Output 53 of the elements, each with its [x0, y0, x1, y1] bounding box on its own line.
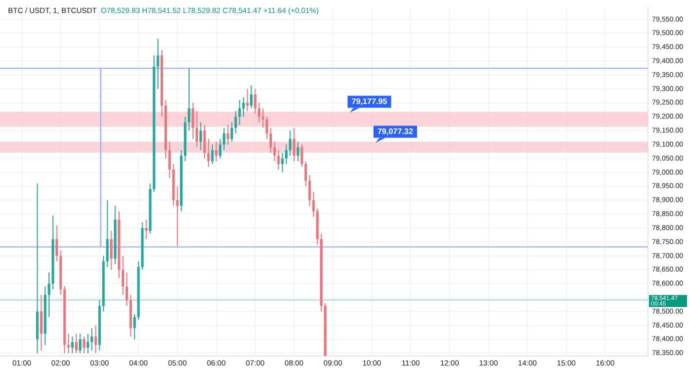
candlestick: [308, 174, 311, 206]
candlestick: [144, 219, 148, 240]
candlestick: [296, 141, 300, 162]
candlestick: [250, 85, 253, 109]
candlestick: [168, 141, 171, 178]
candlestick: [238, 100, 241, 126]
candlestick: [133, 314, 136, 340]
candlestick: [254, 88, 256, 114]
candlestick: [207, 138, 210, 168]
candlestick: [234, 110, 237, 134]
candlestick: [258, 102, 260, 123]
candlestick: [40, 294, 42, 351]
candlestick: [122, 255, 124, 296]
candlestick: [94, 324, 97, 354]
candlestick: [281, 152, 284, 173]
candlestick: [82, 336, 86, 354]
candlestick: [110, 230, 113, 270]
candlestick: [156, 38, 160, 90]
candlestick: [222, 127, 226, 151]
candlestick: [218, 138, 222, 159]
candlestick: [285, 144, 288, 165]
candlestick: [277, 150, 280, 170]
candlestick: [304, 160, 307, 187]
candlestick: [300, 144, 304, 168]
candlestick: [126, 272, 128, 306]
candlestick: [188, 68, 190, 132]
candlestick: [74, 333, 78, 354]
candlestick: [86, 333, 90, 354]
candlestick: [266, 116, 268, 140]
candlestick: [196, 110, 198, 148]
candlestick: [56, 224, 58, 262]
band-label: 79,177.95: [352, 96, 388, 106]
candlestick: [176, 186, 179, 247]
candlestick: [262, 108, 264, 128]
candlestick: [214, 141, 218, 162]
candlestick: [226, 124, 230, 146]
band-label: 79,077.32: [377, 126, 414, 136]
candlestick: [106, 200, 109, 268]
candlestick: [292, 127, 296, 162]
candlestick: [273, 141, 276, 162]
candlestick: [230, 122, 234, 142]
candlestick: [199, 122, 202, 151]
candlestick: [288, 130, 292, 156]
candlestick: [242, 96, 245, 118]
candlestick: [71, 336, 74, 354]
candlestick: [269, 127, 272, 154]
candlestick: [192, 102, 194, 140]
candlestick: [90, 328, 94, 351]
candlestick: [48, 272, 50, 318]
candlestick: [211, 144, 214, 165]
candlestick: [312, 191, 315, 218]
candlestick: [78, 333, 82, 354]
candlestick: [203, 124, 206, 159]
